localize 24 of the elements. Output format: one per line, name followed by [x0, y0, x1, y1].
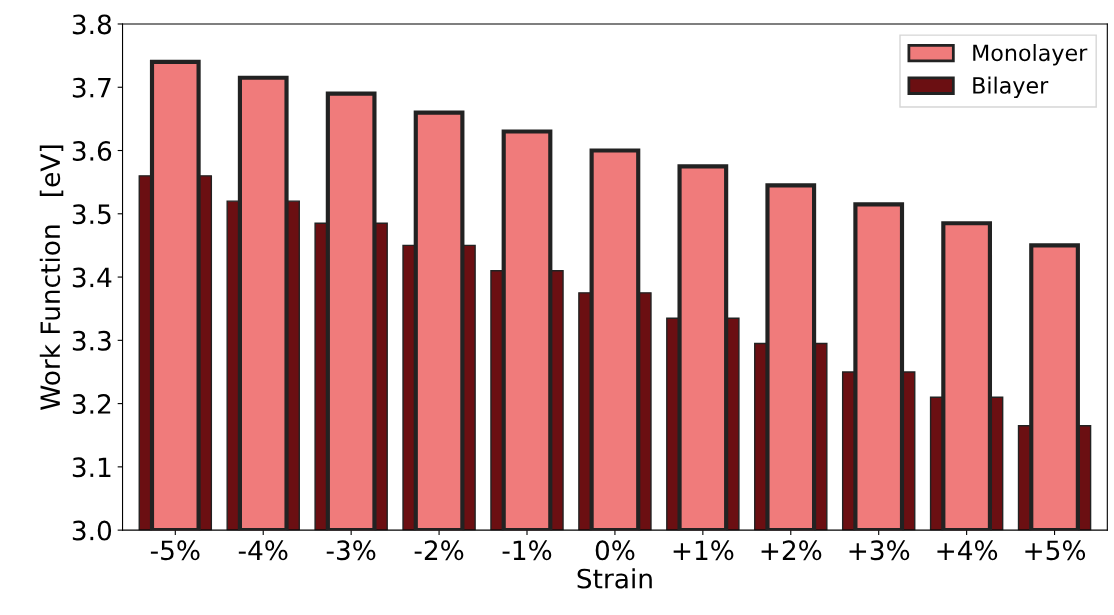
y-tick-label: 3.8: [72, 14, 112, 35]
x-tick-label: -3%: [326, 540, 376, 561]
x-axis-title: Strain: [577, 568, 652, 589]
y-axis-title: Work Function [eV]: [39, 145, 64, 410]
x-tick-label: +1%: [673, 540, 734, 561]
legend-label: Monolayer: [973, 43, 1088, 66]
y-tick-label: 3.5: [72, 204, 111, 225]
x-tick-label: +4%: [937, 540, 998, 561]
x-tick-label: 0%: [595, 540, 635, 561]
x-tick-label: -2%: [414, 540, 464, 561]
x-tick-label: +3%: [849, 540, 910, 561]
x-tick-label: -1%: [502, 540, 552, 561]
y-tick-label: 3.1: [72, 457, 111, 478]
y-tick-label: 3.0: [72, 520, 112, 541]
x-tick-label: -4%: [238, 540, 288, 561]
y-tick-label: 3.7: [72, 77, 111, 98]
y-tick-label: 3.3: [72, 330, 111, 351]
y-tick-label: 3.4: [72, 267, 112, 288]
y-tick-label: 3.6: [72, 140, 112, 161]
x-tick-label: +5%: [1025, 540, 1086, 561]
x-tick-label: -5%: [150, 540, 200, 561]
x-tick-label: +2%: [761, 540, 822, 561]
legend-label: Bilayer: [973, 76, 1049, 99]
y-tick-label: 3.2: [72, 394, 111, 414]
